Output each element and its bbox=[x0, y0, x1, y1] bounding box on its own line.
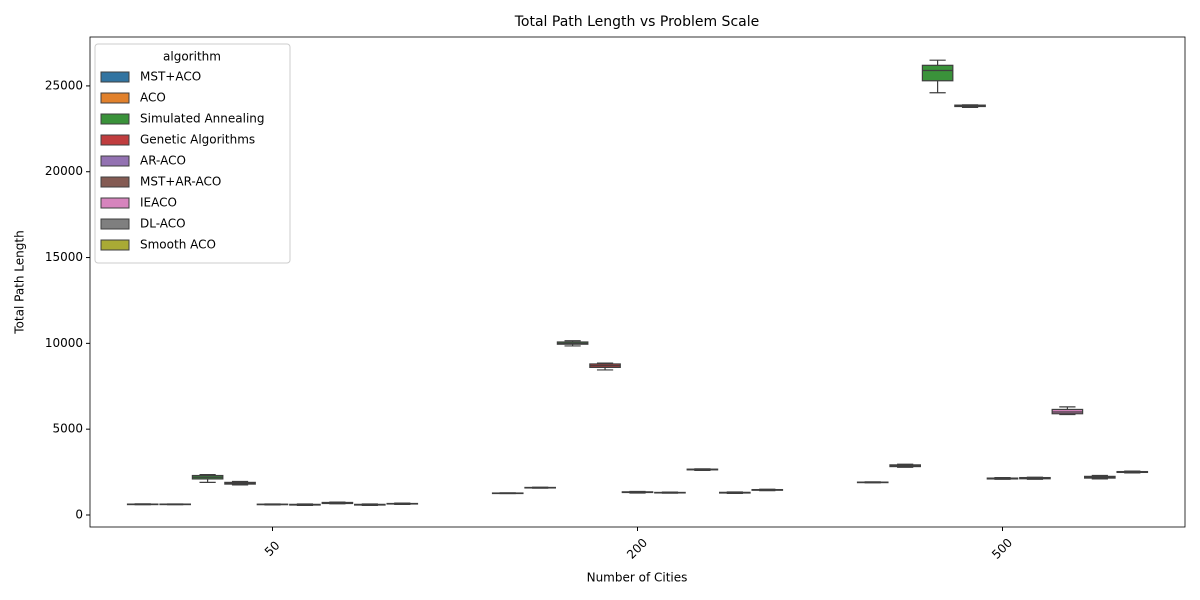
y-tick-label: 15000 bbox=[45, 250, 83, 264]
legend-label: MST+AR-ACO bbox=[140, 175, 221, 189]
x-tick-label: 200 bbox=[624, 536, 650, 562]
legend-label: Smooth ACO bbox=[140, 238, 216, 252]
y-axis-label: Total Path Length bbox=[13, 230, 27, 334]
legend-swatch bbox=[100, 113, 130, 125]
legend-swatch bbox=[100, 239, 130, 251]
legend-label: DL-ACO bbox=[140, 217, 186, 231]
legend-swatch bbox=[100, 92, 130, 104]
x-tick-label: 500 bbox=[989, 536, 1015, 562]
legend-swatch bbox=[100, 218, 130, 230]
box bbox=[921, 64, 954, 82]
legend-swatch bbox=[100, 71, 130, 83]
legend-swatch bbox=[100, 197, 130, 209]
legend-label: IEACO bbox=[140, 196, 177, 210]
chart-title: Total Path Length vs Problem Scale bbox=[514, 14, 759, 30]
legend-label: ACO bbox=[140, 91, 166, 105]
y-tick-label: 5000 bbox=[52, 422, 83, 436]
y-tick-label: 0 bbox=[75, 507, 83, 521]
legend-label: MST+ACO bbox=[140, 70, 201, 84]
x-axis-label: Number of Cities bbox=[587, 571, 688, 585]
legend-swatch bbox=[100, 134, 130, 146]
y-tick-label: 10000 bbox=[45, 336, 83, 350]
legend-label: Simulated Annealing bbox=[140, 112, 265, 126]
y-tick-label: 20000 bbox=[45, 164, 83, 178]
legend-title: algorithm bbox=[163, 50, 221, 64]
legend-swatch bbox=[100, 155, 130, 167]
legend-label: AR-ACO bbox=[140, 154, 186, 168]
legend-label: Genetic Algorithms bbox=[140, 133, 255, 147]
legend-swatch bbox=[100, 176, 130, 188]
x-tick-label: 50 bbox=[262, 538, 283, 559]
legend-frame bbox=[94, 43, 291, 264]
y-tick-label: 25000 bbox=[45, 78, 83, 92]
